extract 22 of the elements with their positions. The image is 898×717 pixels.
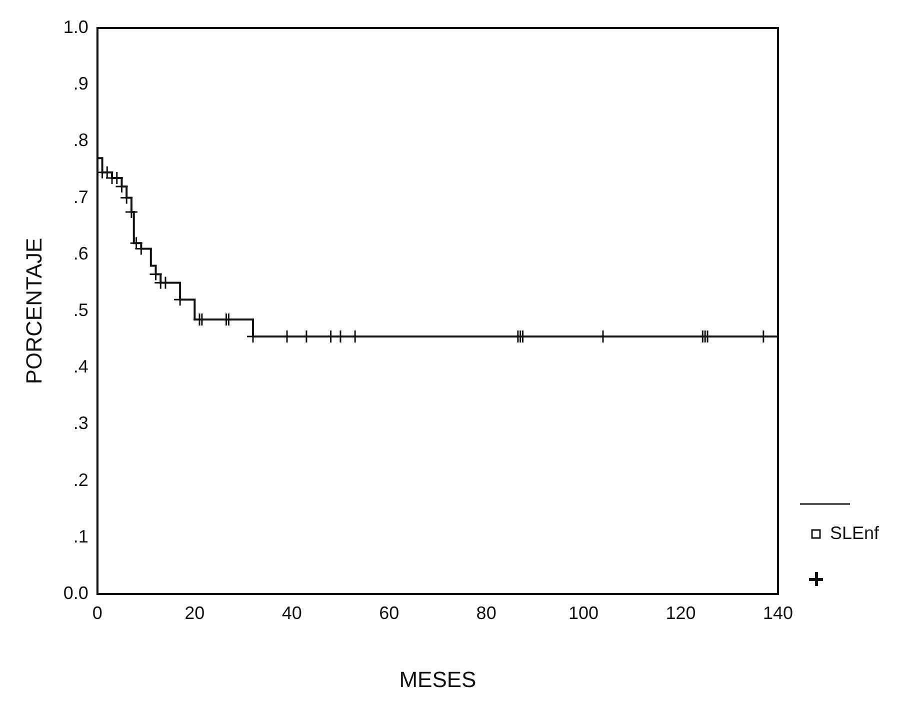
y-tick-label: 0.0 [63, 582, 88, 603]
y-axis-title: PORCENTAJE [21, 238, 46, 384]
y-tick-label: .3 [73, 413, 88, 434]
x-tick-label: 100 [568, 602, 599, 623]
x-tick-label: 40 [282, 602, 302, 623]
y-tick-label: .1 [73, 526, 88, 546]
y-tick-label: .6 [73, 243, 88, 264]
y-tick-label: .4 [73, 356, 88, 377]
y-tick-label: .7 [73, 186, 88, 207]
y-tick-label: .5 [73, 300, 88, 320]
x-tick-label: 80 [476, 602, 496, 623]
x-axis-title: MESES [399, 666, 476, 692]
y-tick-label: 1.0 [63, 16, 88, 37]
y-tick-label: .9 [73, 74, 88, 94]
legend-label: SLEnf [830, 522, 880, 543]
y-tick-label: .8 [73, 130, 88, 150]
y-tick-label: .2 [73, 470, 88, 490]
x-tick-label: 20 [184, 602, 205, 623]
x-tick-label: 140 [762, 602, 794, 623]
x-tick-label: 0 [92, 602, 102, 623]
x-tick-label: 60 [379, 602, 400, 623]
x-tick-label: 120 [666, 602, 696, 623]
